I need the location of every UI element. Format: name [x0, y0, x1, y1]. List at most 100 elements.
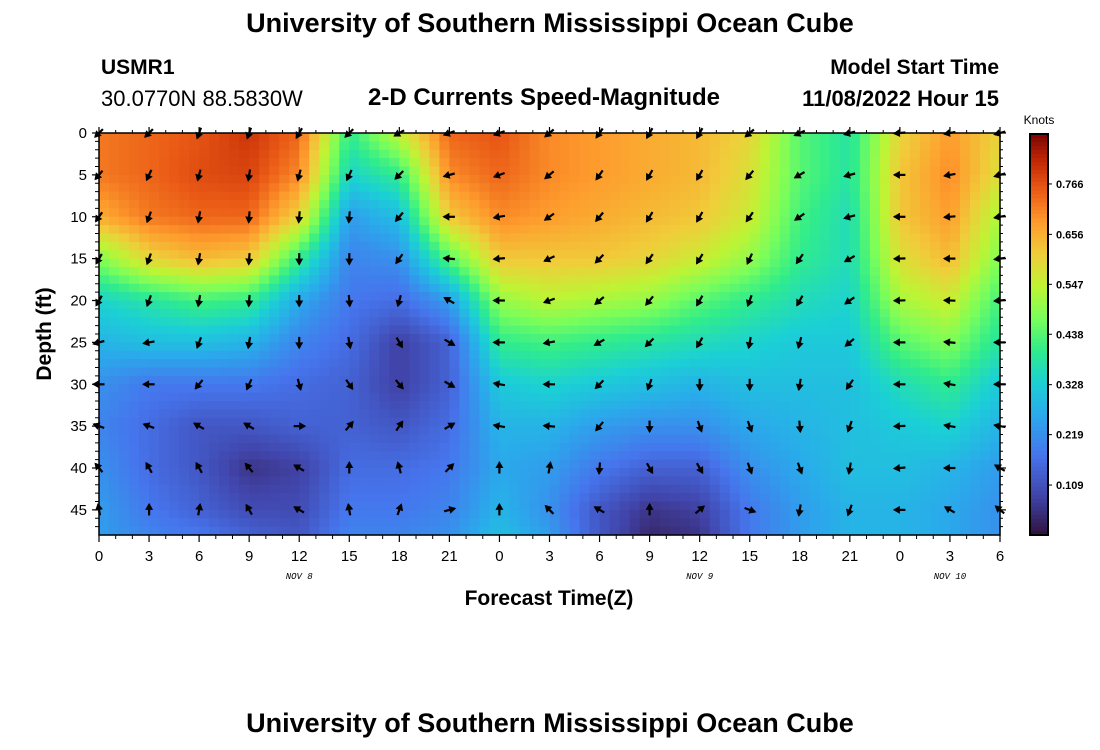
heatmap-cell — [389, 133, 400, 142]
heatmap-cell — [229, 183, 240, 193]
heatmap-cell — [759, 275, 771, 285]
heatmap-cell — [449, 183, 460, 193]
heatmap-cell — [189, 275, 200, 285]
heatmap-cell — [99, 300, 110, 310]
heatmap-cell — [889, 367, 901, 377]
heatmap-cell — [299, 133, 310, 142]
heatmap-cell — [939, 501, 951, 511]
arrow-head — [746, 256, 754, 265]
heatmap-cell — [529, 392, 541, 402]
heatmap-cell — [379, 141, 390, 151]
heatmap-cell — [879, 174, 891, 184]
heatmap-cell — [619, 409, 631, 419]
arrow-head — [545, 461, 554, 469]
heatmap-cell — [499, 451, 511, 461]
heatmap-cell — [109, 476, 120, 486]
heatmap-cell — [639, 493, 651, 503]
heatmap-cell — [499, 442, 511, 452]
heatmap-cell — [169, 191, 180, 201]
heatmap-cell — [959, 459, 971, 469]
heatmap-cell — [819, 384, 831, 394]
heatmap-cell — [839, 526, 851, 536]
heatmap-cell — [649, 258, 661, 268]
heatmap-cell — [489, 468, 501, 477]
heatmap-cell — [699, 484, 711, 494]
heatmap-cell — [619, 317, 631, 327]
heatmap-cell — [429, 526, 440, 536]
heatmap-cell — [809, 241, 821, 251]
heatmap-cell — [679, 208, 691, 218]
heatmap-cell — [749, 200, 761, 209]
heatmap-cell — [459, 200, 471, 209]
heatmap-cell — [539, 308, 551, 318]
current-arrow — [492, 380, 506, 389]
heatmap-cell — [279, 216, 290, 226]
heatmap-cell — [599, 484, 611, 494]
heatmap-cell — [149, 526, 160, 536]
heatmap-cell — [579, 325, 591, 335]
heatmap-cell — [149, 141, 160, 151]
arrow-head — [442, 171, 451, 179]
heatmap-cell — [559, 484, 571, 494]
heatmap-cell — [799, 509, 811, 519]
heatmap-cell — [729, 476, 741, 486]
heatmap-cell — [469, 317, 481, 327]
heatmap-cell — [649, 417, 661, 427]
heatmap-cell — [479, 300, 491, 310]
heatmap-cell — [759, 468, 771, 477]
heatmap-cell — [189, 149, 200, 159]
x-tick-label: 3 — [145, 548, 153, 565]
heatmap-cell — [789, 442, 801, 452]
heatmap-cell — [199, 216, 210, 226]
heatmap-cell — [159, 509, 170, 519]
heatmap-cell — [859, 350, 871, 360]
heatmap-cell — [909, 258, 921, 268]
heatmap-cell — [409, 133, 420, 142]
heatmap-cell — [329, 275, 340, 285]
heatmap-cell — [489, 183, 501, 193]
heatmap-cell — [589, 392, 601, 402]
heatmap-cell — [479, 334, 491, 343]
heatmap-cell — [869, 342, 881, 352]
heatmap-cell — [699, 141, 711, 151]
heatmap-cell — [789, 367, 801, 377]
heatmap-cell — [689, 375, 701, 385]
heatmap-cell — [219, 409, 230, 419]
heatmap-cell — [599, 426, 611, 436]
heatmap-cell — [839, 174, 851, 184]
heatmap-cell — [209, 334, 220, 343]
heatmap-cell — [179, 426, 190, 436]
heatmap-cell — [969, 367, 981, 377]
heatmap-cell — [399, 476, 410, 486]
heatmap-cell — [339, 334, 350, 343]
heatmap-cell — [829, 367, 841, 377]
heatmap-cell — [829, 434, 841, 444]
heatmap-cell — [409, 434, 420, 444]
heatmap-cell — [719, 401, 731, 410]
heatmap-cell — [299, 191, 310, 201]
heatmap-cell — [449, 241, 460, 251]
heatmap-cell — [389, 434, 400, 444]
heatmap-cell — [319, 526, 330, 536]
heatmap-cell — [569, 334, 581, 343]
heatmap-cell — [599, 183, 611, 193]
heatmap-cell — [529, 267, 541, 276]
heatmap-cell — [839, 334, 851, 343]
heatmap-cell — [219, 342, 230, 352]
heatmap-cell — [609, 484, 621, 494]
heatmap-cell — [559, 267, 571, 276]
heatmap-cell — [229, 518, 240, 528]
current-arrow — [492, 171, 505, 179]
heatmap-cell — [939, 484, 951, 494]
heatmap-cell — [979, 442, 991, 452]
heatmap-cell — [469, 308, 481, 318]
heatmap-cell — [259, 308, 270, 318]
heatmap-cell — [959, 493, 971, 503]
arrow-head — [492, 212, 501, 221]
heatmap-cell — [529, 434, 541, 444]
heatmap-cell — [239, 267, 250, 276]
heatmap-cell — [529, 166, 541, 176]
heatmap-cell — [329, 283, 340, 293]
heatmap-cell — [699, 375, 711, 385]
heatmap-cell — [299, 350, 310, 360]
